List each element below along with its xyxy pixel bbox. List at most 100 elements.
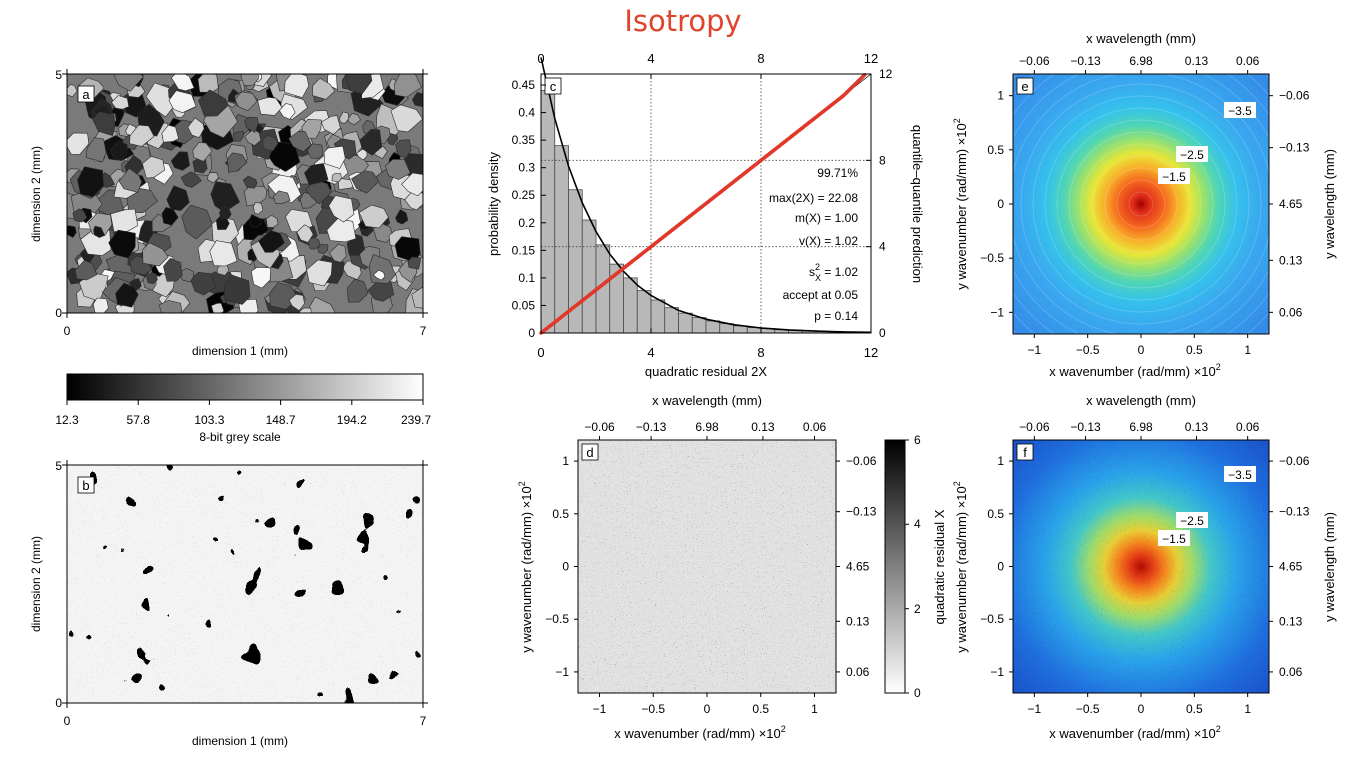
spectrum-image-e — [1013, 74, 1269, 334]
panel_f-xtick: 0 — [1138, 702, 1145, 716]
panel_e-ytick: −1 — [990, 305, 1004, 319]
grain — [171, 74, 195, 92]
panel_d-ytick: 0.5 — [552, 507, 569, 521]
contour-label: −3.5 — [1228, 104, 1252, 118]
grain — [166, 185, 190, 211]
grain — [181, 204, 214, 240]
panel_e-ytick: −0.5 — [980, 251, 1004, 265]
grain — [118, 167, 143, 193]
grain — [262, 135, 279, 152]
panel-f-rightlabel: y wavelength (mm) — [1322, 512, 1337, 622]
grain — [85, 137, 107, 163]
panel_d-righttick: 4.65 — [846, 560, 870, 574]
greyscale-tick: 148.7 — [266, 413, 296, 427]
grain — [129, 124, 155, 147]
panel_f-ytick: −0.5 — [980, 612, 1004, 626]
panel_e-righttick: 4.65 — [1279, 197, 1303, 211]
micrograph-image — [67, 74, 423, 313]
histogram-bar — [705, 320, 721, 334]
panel-f: f −1.5 −2.5 −3.5 −1 −1 −0.5 −0.5 0 0 0.5 0.5 1 1 −… — [952, 393, 1337, 741]
panel_e-xtick: 0 — [1138, 343, 1145, 357]
grain — [170, 151, 190, 171]
panel_f-toptick: 0.13 — [1185, 420, 1209, 434]
grain — [115, 282, 139, 308]
grain — [267, 174, 302, 204]
panel-b-ytick-0: 0 — [55, 696, 62, 710]
grain — [395, 139, 412, 159]
panel_f-toptick: −0.06 — [1019, 420, 1050, 434]
panel-d-xlabel-text: x wavenumber (rad/mm) ×10 — [614, 726, 781, 741]
spectrum-image-f — [1013, 440, 1269, 693]
panel_d-xtick: 0.5 — [752, 702, 769, 716]
panel-c-xtick-top: 4 — [647, 51, 654, 66]
contour-label: −2.5 — [1180, 514, 1204, 528]
grain — [163, 258, 183, 282]
panel_e-righttick: −0.13 — [1279, 141, 1310, 155]
grain — [92, 111, 116, 136]
residual-image — [578, 440, 836, 693]
panel-a-xlabel: dimension 1 (mm) — [192, 344, 288, 358]
panel_f-righttick: 0.13 — [1279, 614, 1303, 628]
contour-label: −2.5 — [1180, 148, 1204, 162]
panel-d-xlabel-exp: 2 — [781, 724, 786, 734]
greyscale-colorbar: 12.3 57.8 103.3 148.7 194.2 239.7 8-bit … — [55, 373, 431, 444]
panel-c: c 004488121200.050.10.150.20.250.30.350.… — [486, 51, 925, 379]
grain — [198, 89, 229, 117]
grain — [411, 92, 423, 108]
histogram-bar — [554, 145, 569, 334]
stat-s2-sub: X — [815, 273, 821, 283]
grain — [312, 77, 336, 100]
panel-c-ytick-left: 0.1 — [518, 271, 535, 285]
panel_d-ytick: −1 — [555, 665, 569, 679]
grain — [395, 209, 409, 225]
grain — [223, 274, 251, 305]
panel-c-xlabel: quadratic residual 2X — [645, 364, 767, 379]
panel-b-xlabel: dimension 1 (mm) — [192, 734, 288, 748]
panel-a-xtick-0: 0 — [64, 324, 71, 338]
grain — [67, 84, 78, 98]
panel-f-ylabel: y wavenumber (rad/mm) ×102 — [952, 481, 969, 653]
grain — [299, 307, 312, 313]
greyscale-tick: 12.3 — [55, 413, 79, 427]
grain — [108, 229, 136, 259]
panel-c-xtick: 12 — [864, 345, 878, 360]
panel_e-righttick: −0.06 — [1279, 89, 1310, 103]
grain — [339, 111, 350, 124]
greyscale-tick: 57.8 — [127, 413, 151, 427]
panel-d-ylabel-text: y wavenumber (rad/mm) ×10 — [519, 486, 534, 653]
stat-s2: s2 X = 1.02 — [809, 262, 858, 283]
grain — [288, 293, 305, 311]
grain — [309, 296, 336, 313]
panel-d-tag: d — [586, 445, 593, 460]
stat-percent: 99.71% — [817, 166, 858, 180]
panel-c-ytick-right: 0 — [879, 326, 886, 340]
panel_e-ytick: 0.5 — [987, 143, 1004, 157]
grain — [394, 74, 422, 98]
grain — [111, 95, 130, 110]
panel-e-xlabel-text: x wavenumber (rad/mm) ×10 — [1049, 364, 1216, 379]
greyscale-tick: 194.2 — [337, 413, 367, 427]
grain — [110, 208, 139, 232]
grain — [74, 259, 98, 281]
grain — [304, 163, 329, 186]
panel_e-xtick: −0.5 — [1076, 343, 1100, 357]
stat-s2-label: s — [809, 265, 815, 279]
grain — [329, 244, 347, 263]
panel_f-xtick: −1 — [1027, 702, 1041, 716]
panel_e-ytick: 0 — [997, 197, 1004, 211]
panel_d-ytick: 1 — [562, 454, 569, 468]
panel_d-righttick: −0.06 — [846, 454, 877, 468]
grain — [187, 117, 205, 139]
panel-b-xtick-7: 7 — [420, 714, 427, 728]
panel_e-toptick: 0.13 — [1185, 54, 1209, 68]
panel_e-xtick: 0.5 — [1186, 343, 1203, 357]
grain — [142, 242, 169, 267]
grain — [242, 175, 258, 189]
grain — [240, 74, 259, 86]
grain — [305, 179, 332, 205]
grain — [347, 278, 369, 303]
panel_d-ytick: 0 — [562, 560, 569, 574]
panel-f-xlabel-text: x wavenumber (rad/mm) ×10 — [1049, 726, 1216, 741]
panel_d-toptick: 0.06 — [803, 420, 827, 434]
